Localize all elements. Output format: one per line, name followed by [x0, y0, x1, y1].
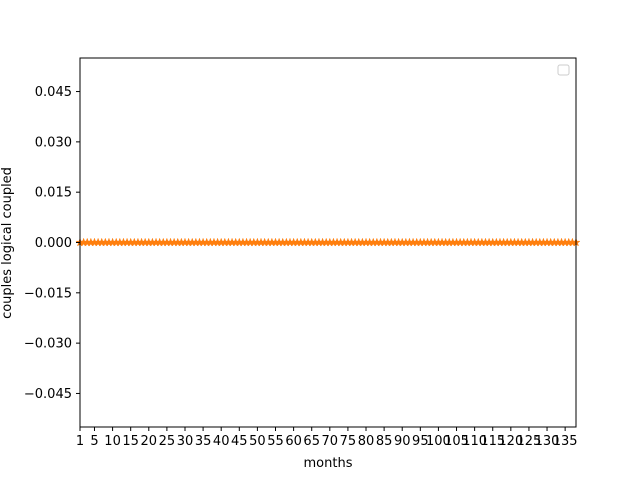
x-tick-label: 30 — [177, 434, 194, 449]
y-tick-label: 0.015 — [35, 186, 72, 201]
y-tick-label: −0.045 — [24, 387, 72, 402]
x-tick-label: 115 — [480, 434, 505, 449]
x-tick-label: 135 — [553, 434, 578, 449]
y-axis-label: couples logical coupled — [0, 167, 15, 319]
x-tick-label: 45 — [231, 434, 248, 449]
x-axis: 1 5 10 15 20 25 30 35 40 45 50 55 60 65 70 75 80 85 90 9510… — [76, 427, 578, 449]
x-tick-label: 130 — [535, 434, 560, 449]
x-tick-label: 105 — [444, 434, 469, 449]
y-tick-label: −0.015 — [24, 286, 72, 301]
x-tick-label: 125 — [517, 434, 542, 449]
x-tick-label: 110 — [462, 434, 487, 449]
x-tick-label: 40 — [213, 434, 230, 449]
x-tick-label: 50 — [249, 434, 266, 449]
x-tick-label: 95 — [412, 434, 429, 449]
x-tick-label: 85 — [376, 434, 393, 449]
series-layer — [75, 237, 581, 247]
y-axis: −0.045 −0.030 −0.015 0.000 0.015 0.030 0.045 — [24, 85, 80, 402]
x-tick-label: 70 — [322, 434, 339, 449]
y-tick-label: 0.000 — [35, 236, 72, 251]
x-tick-label: 65 — [303, 434, 320, 449]
legend-box — [557, 64, 570, 76]
x-tick-label: 75 — [340, 434, 357, 449]
x-tick-label: 60 — [285, 434, 302, 449]
x-tick-label: 10 — [104, 434, 121, 449]
x-tick-label: 120 — [498, 434, 523, 449]
x-tick-label: 35 — [195, 434, 212, 449]
y-tick-label: −0.030 — [24, 337, 72, 352]
x-tick-label: 15 — [122, 434, 139, 449]
x-tick-label: 20 — [141, 434, 158, 449]
x-tick-label: 55 — [267, 434, 284, 449]
y-tick-label: 0.030 — [35, 135, 72, 150]
x-tick-label: 25 — [159, 434, 176, 449]
x-tick-label: 90 — [394, 434, 411, 449]
y-tick-label: 0.045 — [35, 85, 72, 100]
x-tick-label: 80 — [358, 434, 375, 449]
x-axis-label: months — [304, 456, 353, 471]
x-tick-label: 100 — [426, 434, 451, 449]
x-tick-label: 1 — [76, 434, 84, 449]
x-tick-label: 5 — [90, 434, 98, 449]
